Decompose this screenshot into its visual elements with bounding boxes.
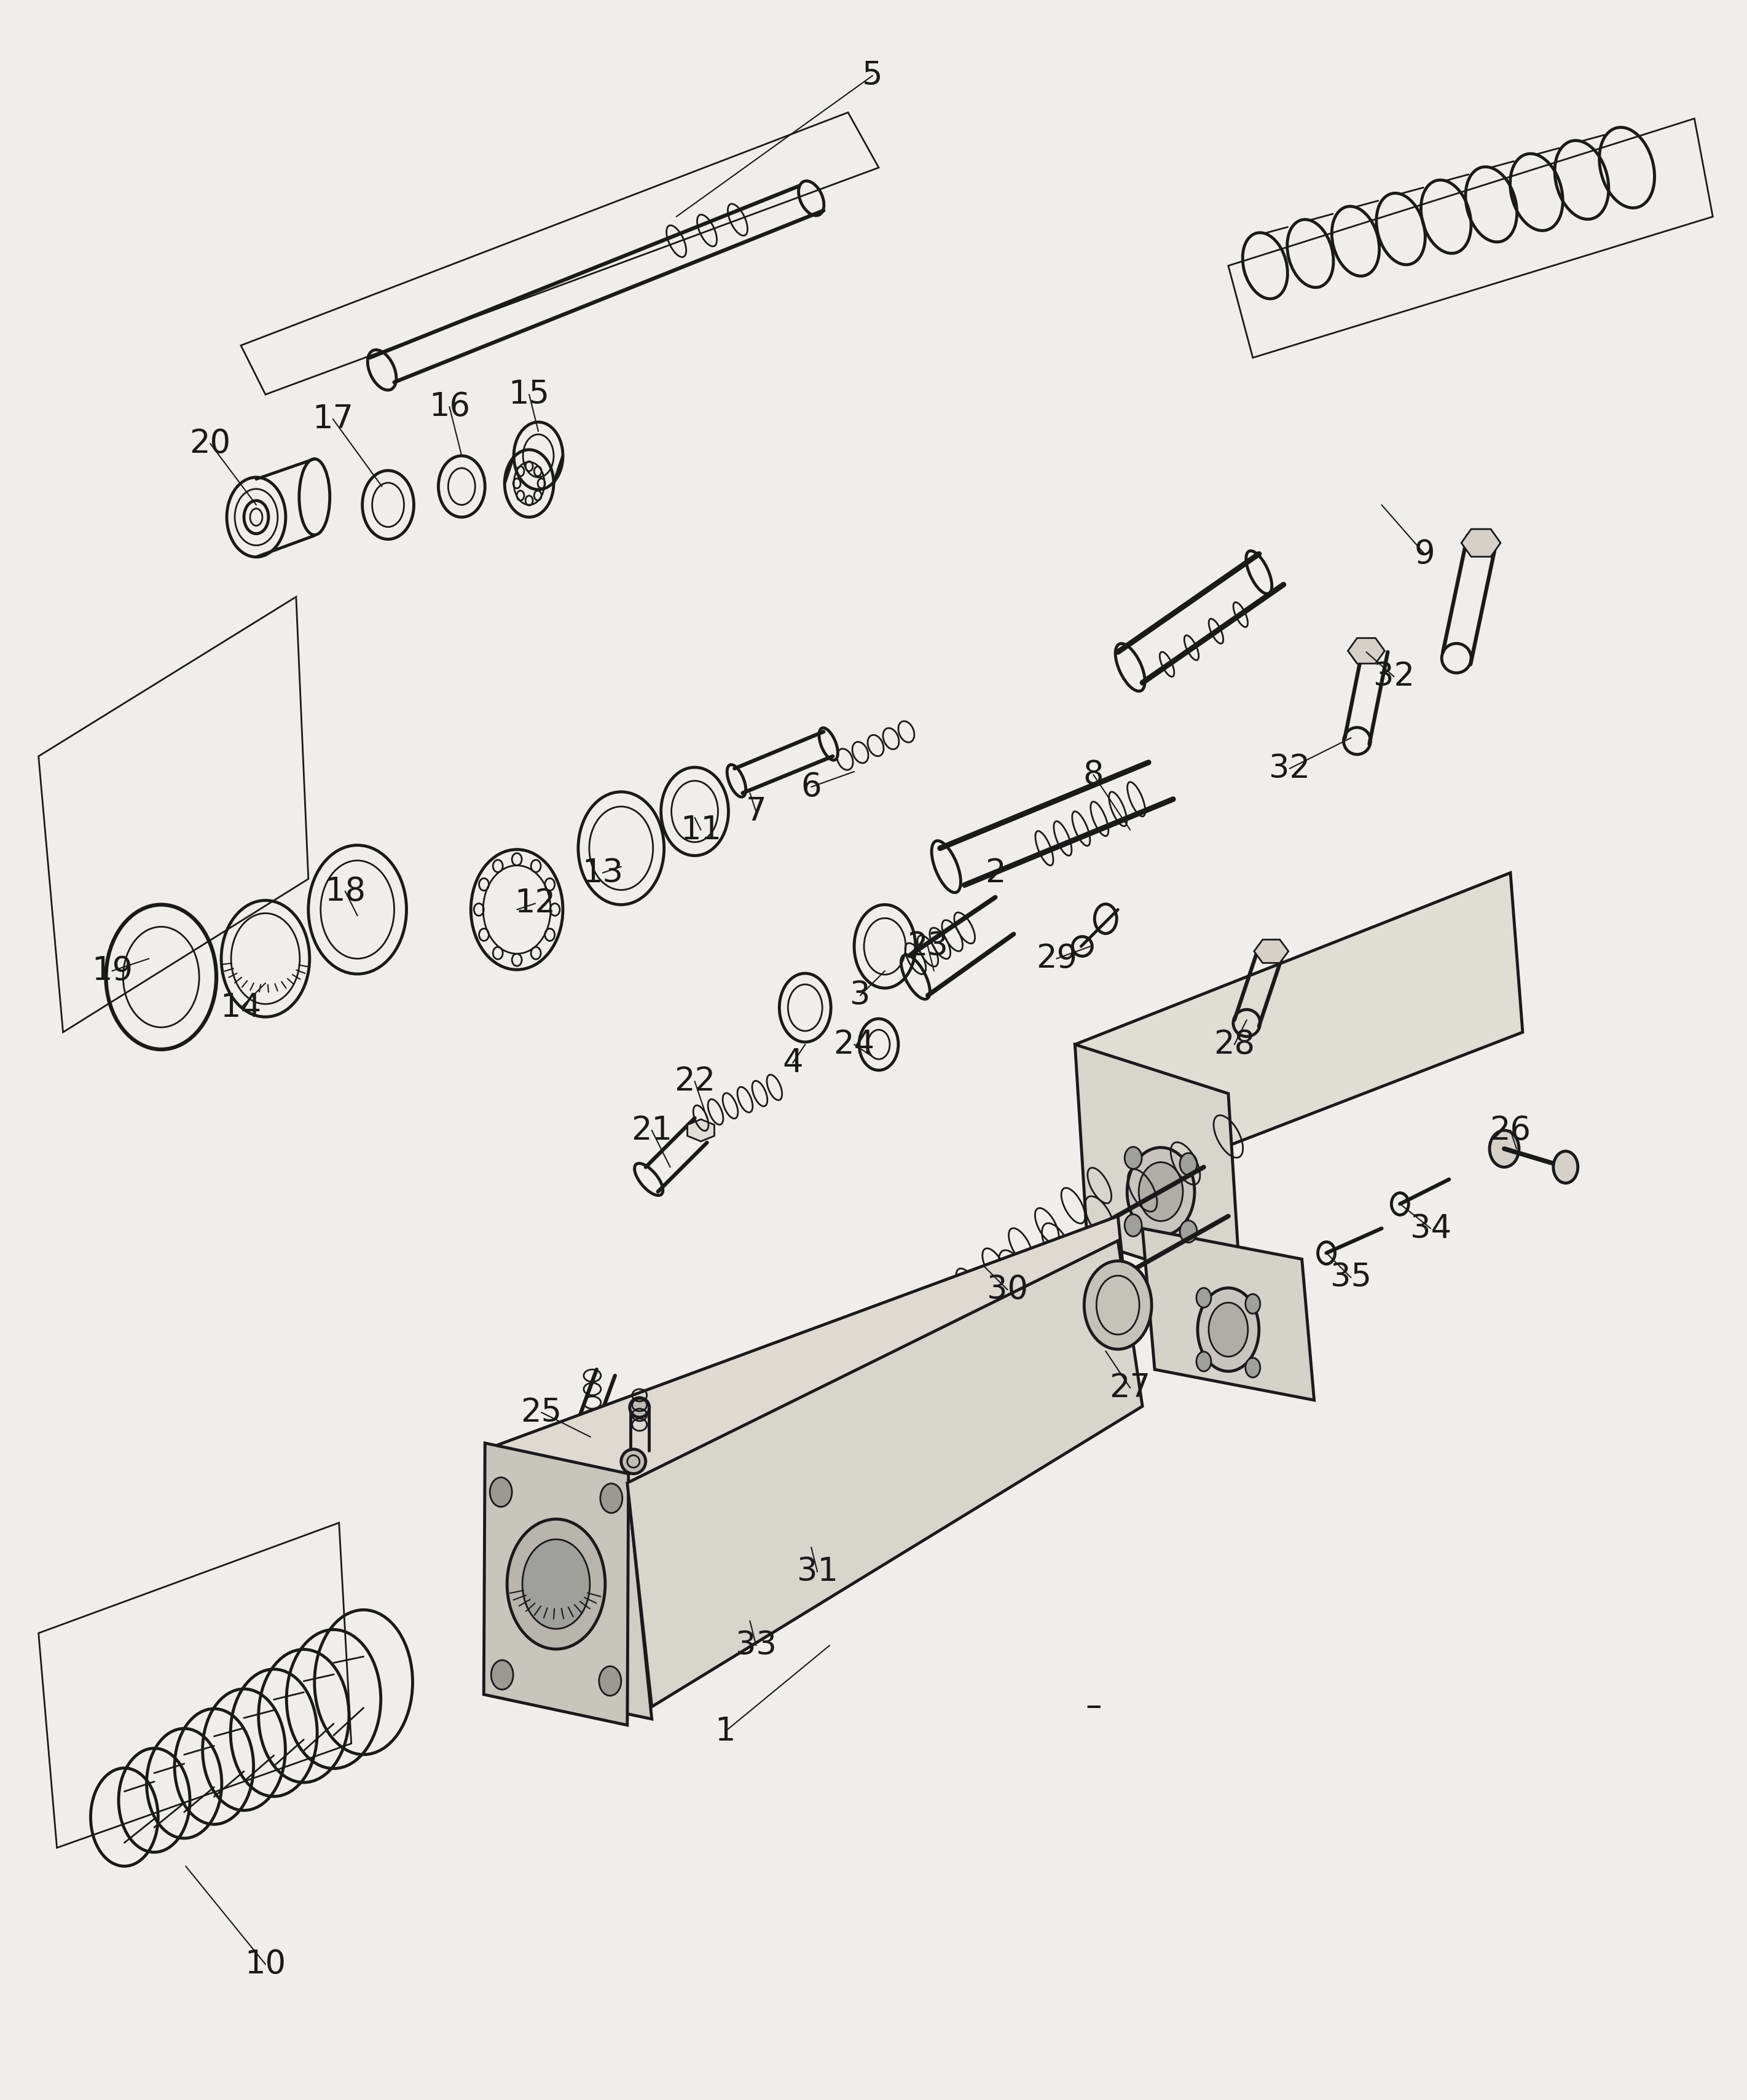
Ellipse shape [601, 1483, 622, 1512]
Polygon shape [486, 1449, 652, 1720]
Ellipse shape [1139, 1161, 1183, 1220]
Text: 2: 2 [985, 857, 1006, 888]
Polygon shape [486, 1216, 1136, 1628]
Ellipse shape [1209, 1302, 1247, 1357]
Text: 30: 30 [987, 1275, 1029, 1306]
Text: 27: 27 [1109, 1371, 1151, 1403]
Ellipse shape [1198, 1287, 1260, 1371]
Ellipse shape [507, 1518, 604, 1648]
Text: 14: 14 [220, 991, 262, 1023]
Text: 10: 10 [245, 1949, 287, 1980]
Text: 4: 4 [783, 1048, 804, 1079]
Text: 31: 31 [797, 1556, 839, 1588]
Ellipse shape [489, 1478, 512, 1508]
Polygon shape [1143, 1228, 1314, 1401]
Ellipse shape [1179, 1153, 1197, 1176]
Text: 32: 32 [1373, 662, 1415, 693]
Text: 19: 19 [91, 956, 133, 987]
Text: 13: 13 [582, 857, 624, 888]
Polygon shape [687, 1119, 715, 1142]
Text: 22: 22 [674, 1065, 715, 1096]
Polygon shape [1228, 118, 1712, 357]
Ellipse shape [522, 1539, 590, 1630]
Text: 35: 35 [1329, 1262, 1371, 1294]
Text: 1: 1 [715, 1716, 735, 1747]
Polygon shape [38, 596, 309, 1033]
Text: 28: 28 [1214, 1029, 1254, 1060]
Ellipse shape [1179, 1220, 1197, 1243]
Text: 26: 26 [1490, 1115, 1530, 1147]
Ellipse shape [1127, 1147, 1195, 1235]
Polygon shape [241, 113, 879, 395]
Polygon shape [1460, 529, 1501, 556]
Polygon shape [1074, 874, 1523, 1197]
Text: 16: 16 [428, 391, 470, 422]
Ellipse shape [1125, 1147, 1143, 1170]
Ellipse shape [1246, 1359, 1260, 1378]
Text: 17: 17 [313, 403, 353, 435]
Polygon shape [486, 1449, 627, 1720]
Text: 9: 9 [1415, 538, 1434, 569]
Polygon shape [1074, 1044, 1240, 1289]
Polygon shape [1349, 638, 1385, 664]
Text: 25: 25 [521, 1396, 563, 1428]
Text: 32: 32 [1268, 752, 1310, 785]
Text: 12: 12 [515, 888, 556, 920]
Polygon shape [484, 1443, 629, 1724]
Text: 8: 8 [1083, 758, 1104, 792]
Ellipse shape [1490, 1130, 1518, 1168]
Text: 20: 20 [190, 428, 231, 460]
Polygon shape [1254, 939, 1288, 964]
Text: 18: 18 [325, 876, 365, 907]
Text: 7: 7 [746, 796, 767, 827]
Text: 23: 23 [907, 930, 949, 962]
Polygon shape [38, 1522, 351, 1848]
Text: 5: 5 [863, 59, 882, 92]
Ellipse shape [491, 1661, 514, 1690]
Text: 34: 34 [1410, 1212, 1452, 1245]
Polygon shape [627, 1241, 1143, 1707]
Ellipse shape [1553, 1151, 1578, 1182]
Text: 3: 3 [851, 979, 870, 1012]
Ellipse shape [1246, 1294, 1260, 1315]
Text: 11: 11 [680, 815, 722, 846]
Text: 6: 6 [800, 771, 821, 802]
Text: 21: 21 [631, 1115, 673, 1147]
Ellipse shape [1197, 1352, 1211, 1371]
Text: 15: 15 [508, 378, 550, 410]
Text: –: – [1085, 1690, 1102, 1722]
Text: 29: 29 [1036, 943, 1078, 974]
Ellipse shape [599, 1665, 622, 1695]
Text: 33: 33 [735, 1630, 777, 1661]
Ellipse shape [1125, 1214, 1143, 1237]
Text: 24: 24 [833, 1029, 875, 1060]
Ellipse shape [1085, 1260, 1151, 1348]
Ellipse shape [1197, 1287, 1211, 1308]
Ellipse shape [622, 1449, 646, 1474]
Ellipse shape [629, 1399, 650, 1418]
